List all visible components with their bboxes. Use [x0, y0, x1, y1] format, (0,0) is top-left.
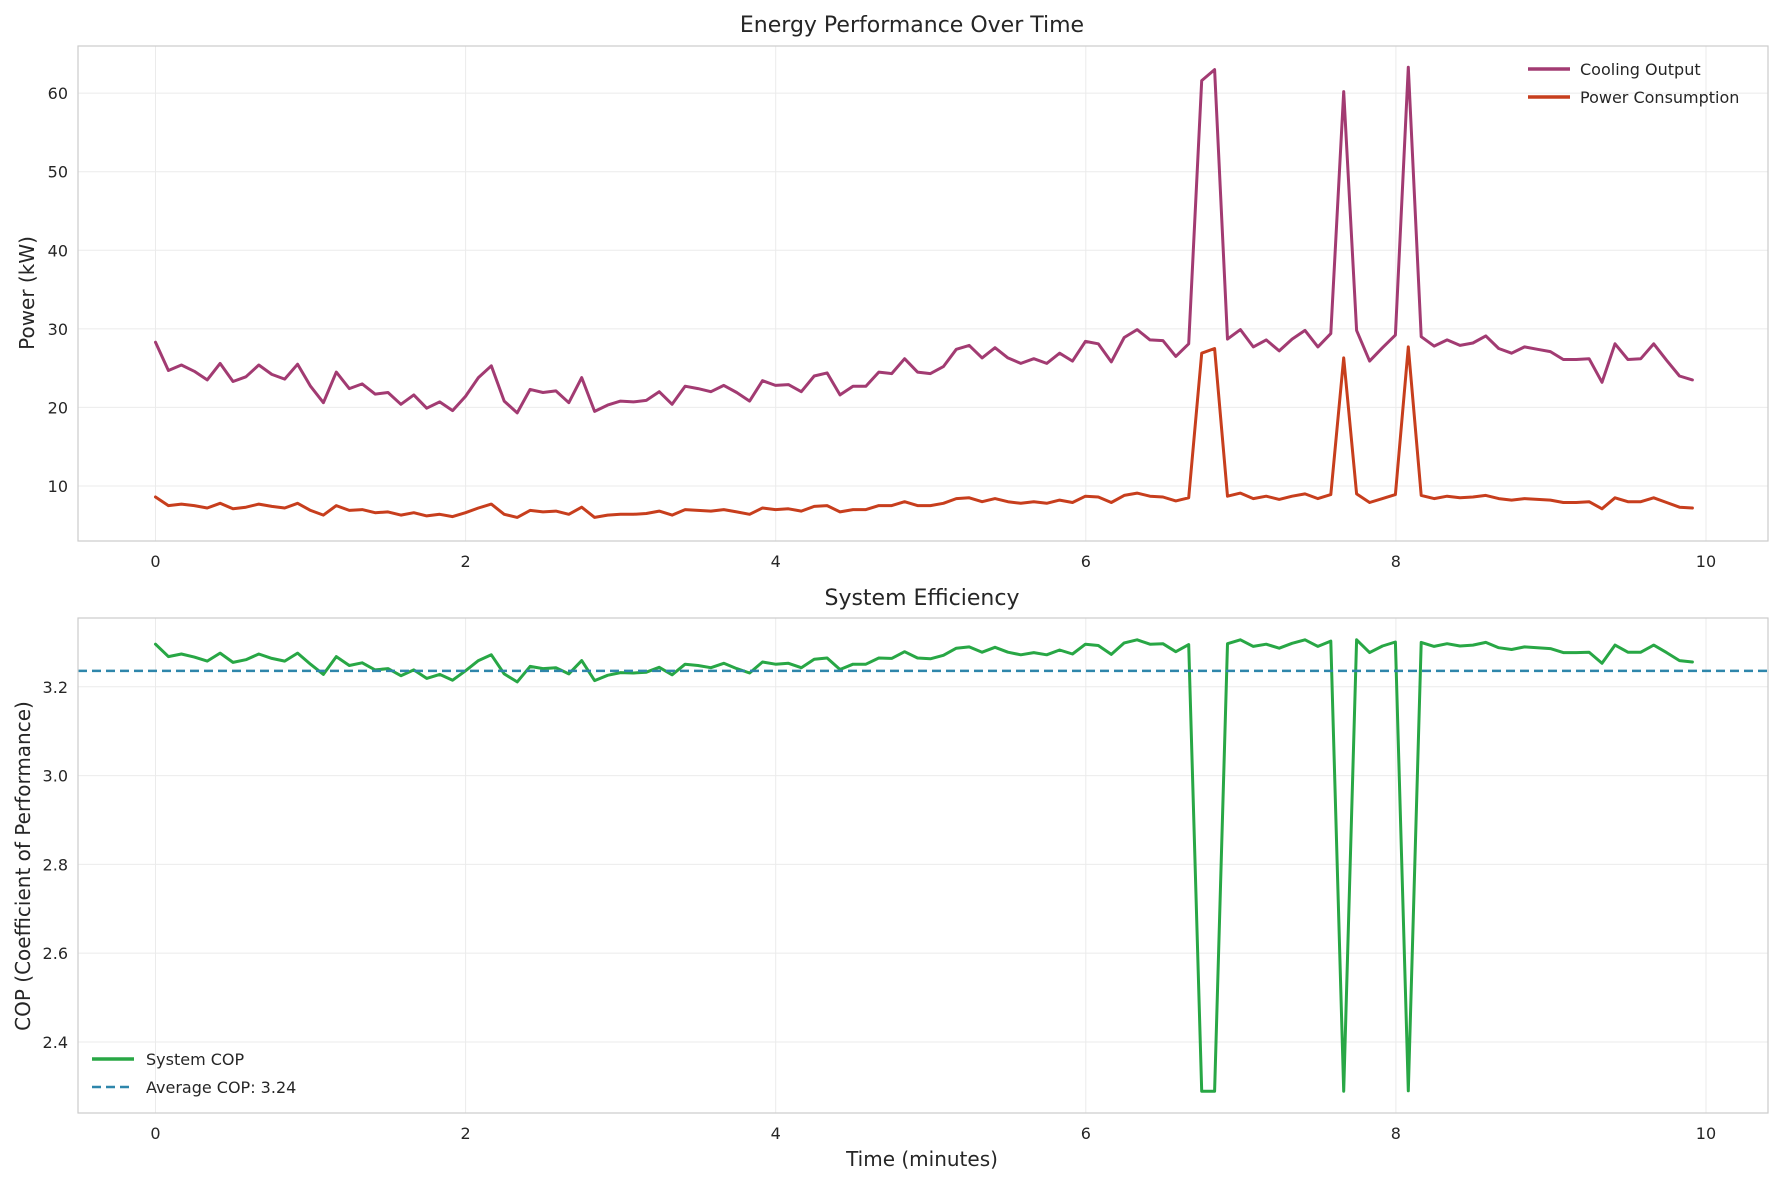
legend: System COP Average COP: 3.24 [92, 1050, 296, 1097]
energy-performance-chart: Energy Performance Over Time 0 2 4 6 8 10 10 20… [15, 13, 1769, 571]
grid [78, 46, 1768, 541]
legend-label-system-cop: System COP [146, 1050, 245, 1069]
legend-label-cooling-output: Cooling Output [1580, 60, 1701, 79]
y-tick-label: 3.0 [43, 767, 68, 786]
y-tick-label: 20 [48, 398, 68, 417]
system-efficiency-chart: System Efficiency 0 2 4 6 8 10 2.4 2.6 2.8 3.0 3.2… [11, 586, 1769, 1171]
y-axis-label: COP (Coefficient of Performance) [11, 701, 35, 1031]
ticks: 0 2 4 6 8 10 2.4 2.6 2.8 3.0 3.2 [43, 678, 1717, 1143]
series-lines [154, 65, 1694, 519]
x-tick-label: 4 [771, 1124, 781, 1143]
y-tick-label: 3.2 [43, 678, 68, 697]
x-tick-label: 10 [1696, 1124, 1716, 1143]
chart-title: Energy Performance Over Time [740, 13, 1084, 38]
y-tick-label: 60 [48, 84, 68, 103]
y-tick-label: 40 [48, 241, 68, 260]
chart-title: System Efficiency [824, 586, 1019, 611]
legend-label-average-cop: Average COP: 3.24 [146, 1078, 296, 1097]
series-lines [78, 638, 1768, 1093]
series-line-power-consumption [154, 345, 1694, 519]
x-tick-label: 6 [1081, 1124, 1091, 1143]
plot-frame [77, 45, 1769, 542]
x-tick-label: 2 [461, 1124, 471, 1143]
y-tick-label: 2.4 [43, 1033, 68, 1052]
x-tick-label: 6 [1081, 552, 1091, 571]
plot-frame [77, 617, 1769, 1114]
series-line-system-cop [154, 638, 1694, 1093]
x-tick-label: 0 [150, 552, 160, 571]
ticks: 0 2 4 6 8 10 10 20 30 40 50 60 [48, 84, 1717, 571]
x-tick-label: 10 [1696, 552, 1716, 571]
x-tick-label: 8 [1391, 1124, 1401, 1143]
y-tick-label: 50 [48, 163, 68, 182]
x-tick-label: 0 [150, 1124, 160, 1143]
grid [78, 618, 1768, 1113]
y-tick-label: 2.6 [43, 944, 68, 963]
series-line-cooling-output [154, 65, 1694, 415]
y-tick-label: 10 [48, 477, 68, 496]
y-tick-label: 30 [48, 320, 68, 339]
y-tick-label: 2.8 [43, 855, 68, 874]
y-axis-label: Power (kW) [15, 236, 39, 350]
x-tick-label: 2 [461, 552, 471, 571]
x-tick-label: 8 [1391, 552, 1401, 571]
legend-label-power-consumption: Power Consumption [1580, 88, 1739, 107]
x-tick-label: 4 [771, 552, 781, 571]
legend: Cooling Output Power Consumption [1528, 60, 1739, 107]
x-axis-label: Time (minutes) [845, 1147, 998, 1171]
